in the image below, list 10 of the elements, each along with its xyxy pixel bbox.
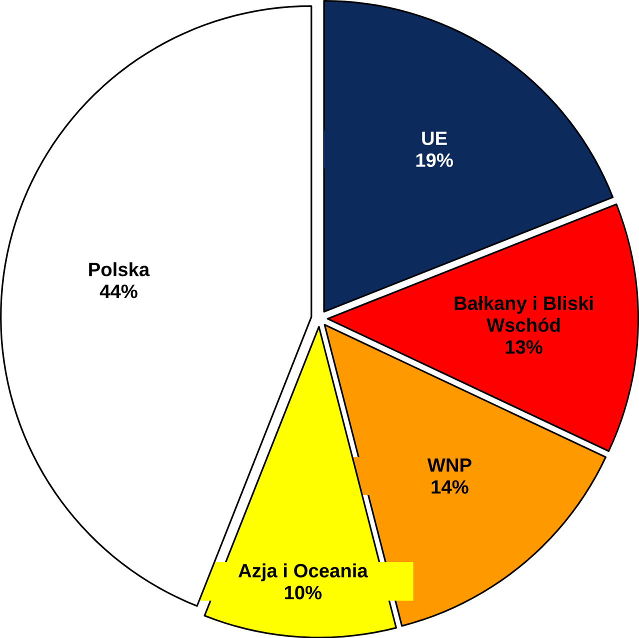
data-label: 44% (100, 284, 138, 298)
slice-label: Azja i Oceania (238, 563, 368, 582)
slice-label: WNP (427, 458, 472, 472)
data-label: 13% (506, 340, 542, 354)
data-label: 19% (416, 153, 453, 167)
slice-label: Bałkany i Bliski Wschód (454, 296, 593, 332)
slice-label: Polska (89, 262, 150, 276)
data-label: 14% (432, 480, 468, 494)
data-label: 10% (284, 586, 322, 600)
slice-label: UE (422, 132, 447, 145)
